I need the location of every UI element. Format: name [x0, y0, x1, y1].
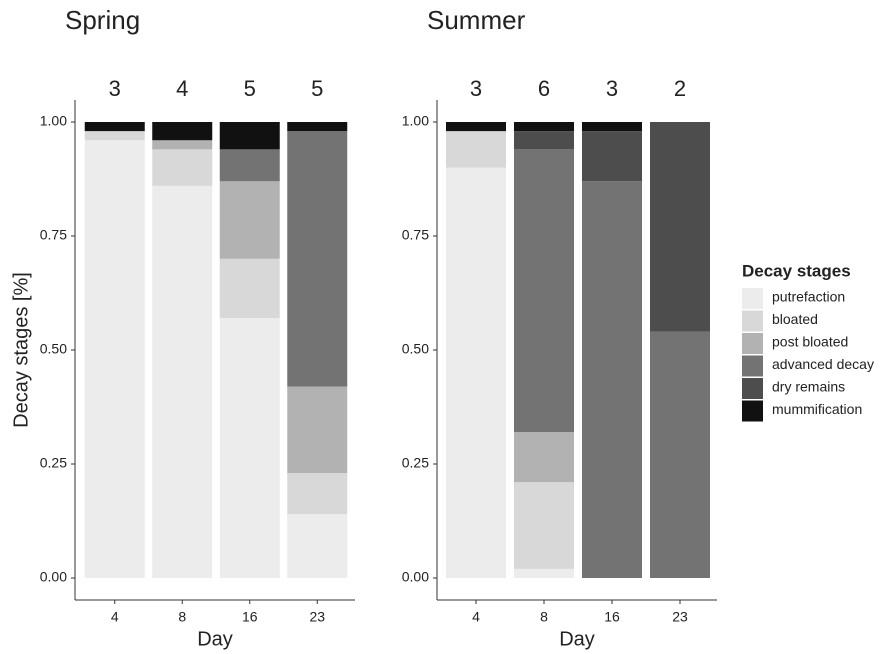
legend-swatch: [742, 310, 763, 332]
bar-segment: [514, 482, 574, 569]
x-tick-label: 4: [111, 609, 119, 625]
bar-segment: [287, 386, 348, 474]
y-tick-label: 1.00: [402, 113, 429, 129]
count-label: 5: [311, 76, 323, 101]
y-tick-label: 0.00: [40, 569, 67, 585]
bar-segment: [514, 149, 574, 433]
bar-segment: [219, 258, 280, 319]
count-label: 3: [470, 76, 482, 101]
legend-label: bloated: [772, 311, 818, 327]
count-label: 6: [538, 76, 550, 101]
legend-swatch: [742, 378, 763, 399]
bar-segment: [219, 181, 280, 259]
bar-segment: [446, 167, 506, 578]
y-tick-label: 0.75: [40, 227, 67, 243]
legend-swatch: [742, 355, 763, 377]
panel-title: Summer: [427, 5, 526, 35]
y-axis-label: Decay stages [%]: [10, 272, 32, 428]
bar-segment: [84, 140, 145, 579]
bar-segment: [514, 131, 574, 150]
y-tick-label: 0.50: [40, 341, 67, 357]
bar-segment: [219, 122, 280, 150]
x-tick-label: 8: [540, 609, 548, 625]
legend-label: putrefaction: [772, 289, 845, 305]
bar-segment: [287, 122, 348, 132]
y-tick-label: 0.25: [402, 455, 429, 471]
bar-segment: [152, 149, 213, 186]
bar-segment: [582, 122, 642, 132]
bar-segment: [514, 122, 574, 132]
bar-segment: [650, 331, 710, 578]
legend-swatch: [742, 400, 763, 422]
x-tick-label: 4: [472, 609, 480, 625]
legend-label: mummification: [772, 401, 862, 417]
x-tick-label: 23: [672, 609, 688, 625]
x-tick-label: 8: [178, 609, 186, 625]
count-label: 3: [606, 76, 618, 101]
bar-segment: [219, 149, 280, 182]
bar-segment: [287, 473, 348, 515]
bar-segment: [152, 122, 213, 141]
legend-swatch: [742, 288, 763, 309]
count-label: 2: [674, 76, 686, 101]
bar-segment: [582, 131, 642, 182]
x-tick-label: 16: [242, 609, 258, 625]
bar-segment: [582, 181, 642, 578]
y-tick-label: 0.50: [402, 341, 429, 357]
bar-segment: [287, 514, 348, 578]
bar-segment: [514, 432, 574, 483]
count-label: 5: [244, 76, 256, 101]
legend-label: post bloated: [772, 334, 848, 350]
bar-segment: [84, 122, 145, 132]
legend-title: Decay stages: [742, 261, 851, 280]
y-tick-label: 0.75: [402, 227, 429, 243]
y-tick-label: 0.25: [40, 455, 67, 471]
count-label: 4: [176, 76, 188, 101]
x-tick-label: 16: [604, 609, 620, 625]
bar-segment: [152, 140, 213, 150]
x-tick-label: 23: [309, 609, 325, 625]
count-label: 3: [109, 76, 121, 101]
y-tick-label: 0.00: [402, 569, 429, 585]
bar-segment: [650, 122, 710, 332]
legend-label: dry remains: [772, 379, 845, 395]
bar-segment: [287, 131, 348, 387]
x-axis-label: Day: [559, 628, 595, 650]
bar-segment: [446, 131, 506, 168]
panel-title: Spring: [65, 5, 140, 35]
bar-segment: [514, 568, 574, 578]
bar-segment: [152, 185, 213, 578]
y-tick-label: 1.00: [40, 113, 67, 129]
bar-segment: [84, 131, 145, 141]
bar-segment: [219, 318, 280, 578]
bar-segment: [446, 122, 506, 132]
legend-swatch: [742, 333, 763, 354]
x-axis-label: Day: [197, 628, 233, 650]
legend-label: advanced decay: [772, 356, 874, 372]
